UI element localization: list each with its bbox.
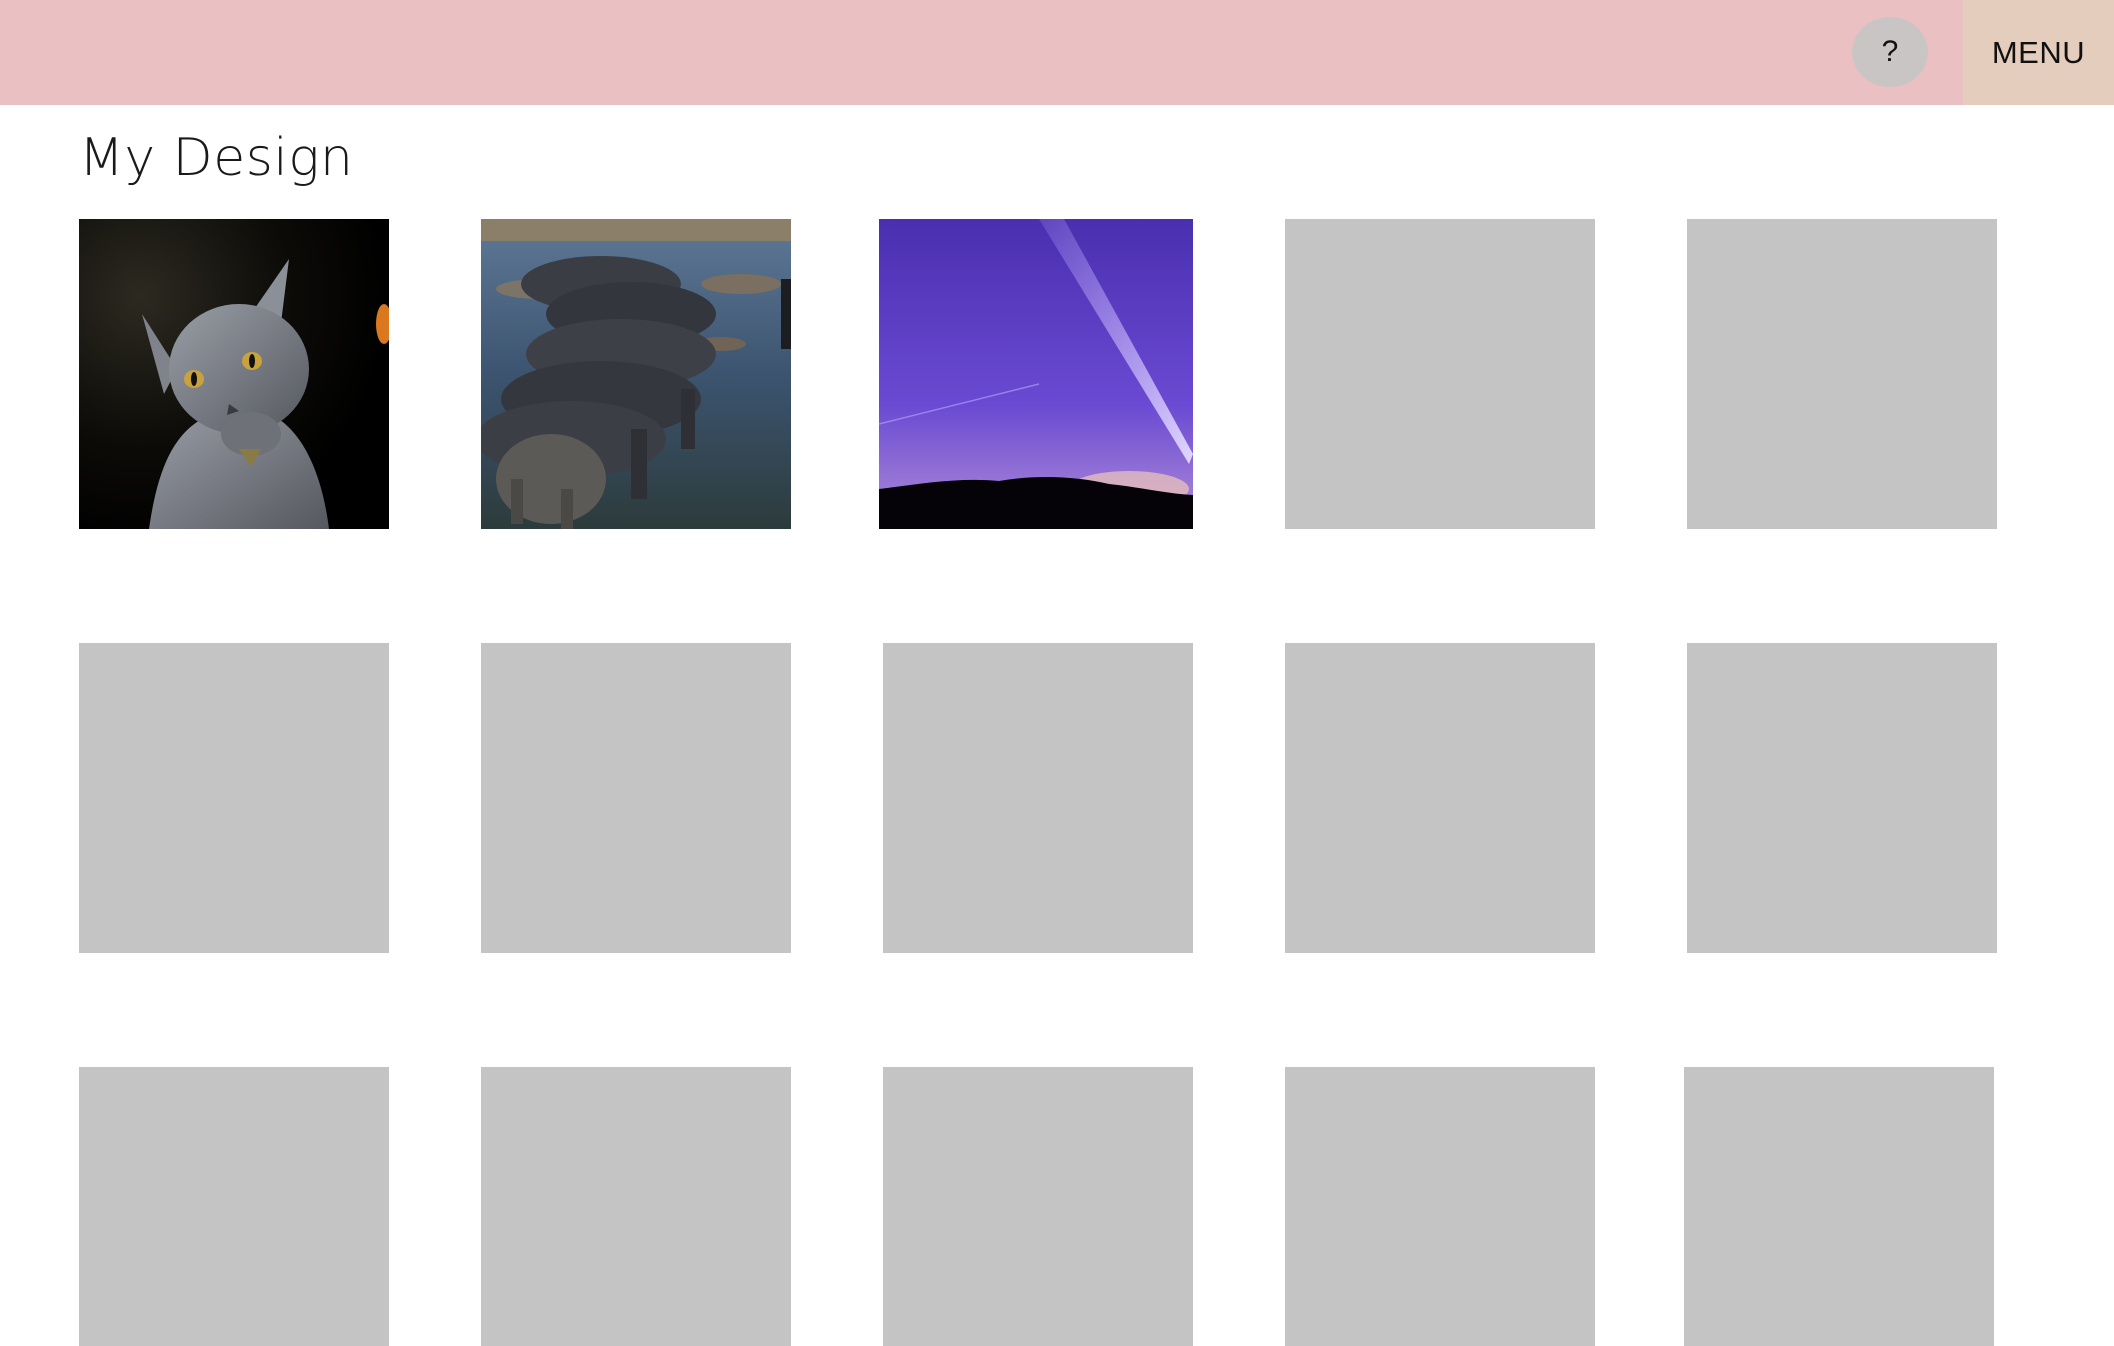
elephants-photo (481, 219, 791, 529)
design-tile-empty[interactable] (1285, 643, 1595, 953)
design-tile-empty[interactable] (1687, 219, 1997, 529)
design-tile-night-sky[interactable] (879, 219, 1193, 529)
design-tile-empty[interactable] (79, 1067, 389, 1346)
help-button[interactable]: ? (1852, 17, 1928, 87)
design-tile-empty[interactable] (481, 643, 791, 953)
design-tile-empty[interactable] (1687, 643, 1997, 953)
cat-photo (79, 219, 389, 529)
design-tile-empty[interactable] (79, 643, 389, 953)
design-tile-empty[interactable] (1684, 1067, 1994, 1346)
top-bar: ? MENU (0, 0, 2114, 105)
menu-button[interactable]: MENU (1963, 0, 2114, 105)
design-tile-empty[interactable] (1285, 219, 1595, 529)
design-tile-empty[interactable] (481, 1067, 791, 1346)
design-tile-empty[interactable] (1285, 1067, 1595, 1346)
design-tile-elephants[interactable] (481, 219, 791, 529)
night-sky-photo (879, 219, 1193, 529)
page-title: My Design (79, 128, 354, 188)
design-tile-cat[interactable] (79, 219, 389, 529)
design-tile-empty[interactable] (883, 1067, 1193, 1346)
design-tile-empty[interactable] (883, 643, 1193, 953)
